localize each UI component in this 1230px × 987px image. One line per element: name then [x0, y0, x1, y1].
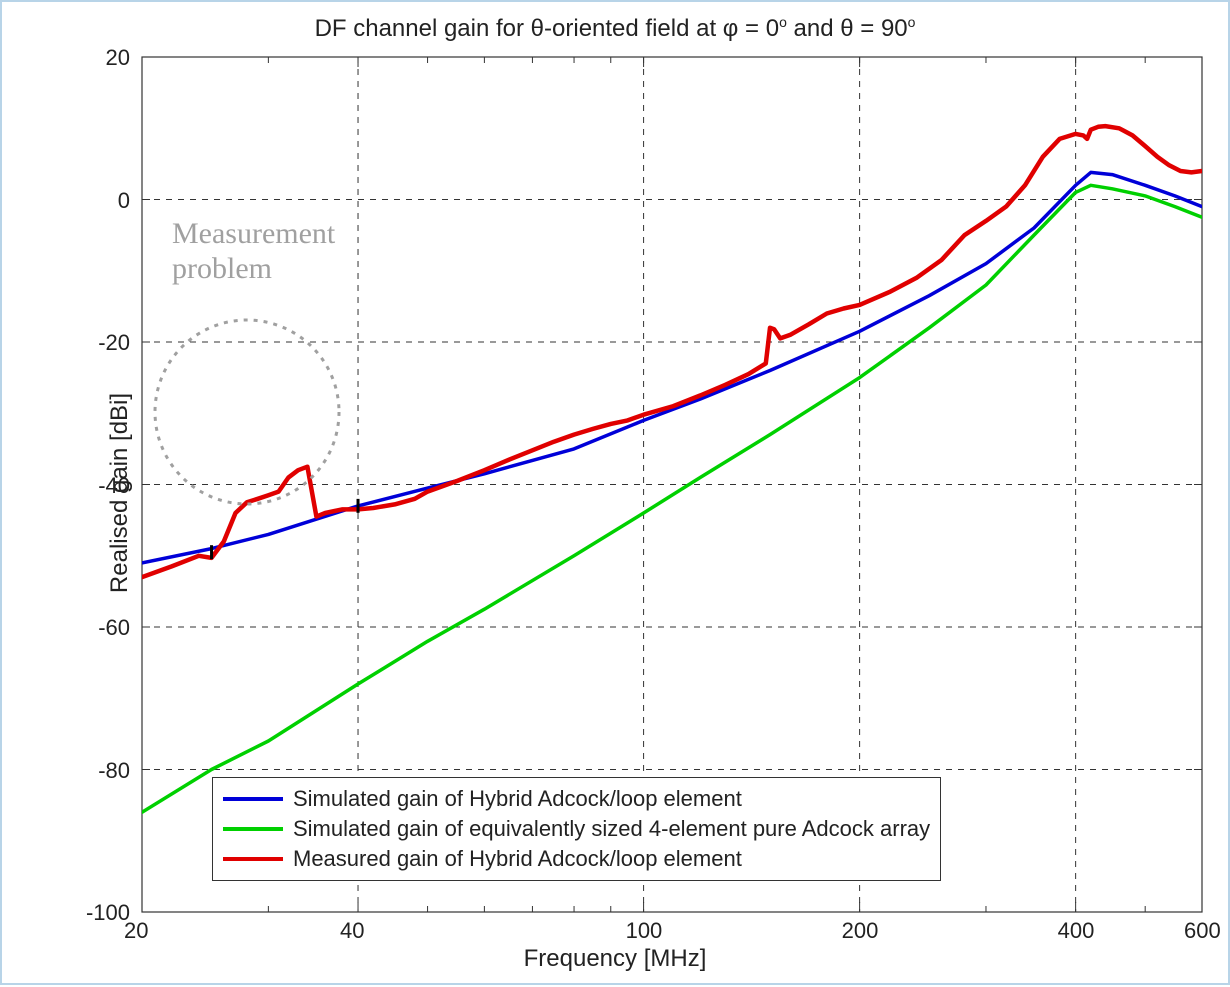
legend-swatch [223, 827, 283, 831]
x-tick-label: 100 [626, 918, 663, 944]
x-tick-label: 600 [1184, 918, 1221, 944]
y-tick-label: -80 [98, 758, 130, 784]
y-tick-label: -40 [98, 473, 130, 499]
measurement-problem-annotation: Measurement problem [172, 217, 335, 286]
x-tick-label: 200 [842, 918, 879, 944]
y-tick-label: 0 [118, 188, 130, 214]
y-tick-label: 20 [106, 45, 130, 71]
legend-item: Simulated gain of Hybrid Adcock/loop ele… [223, 784, 930, 814]
legend-swatch [223, 857, 283, 862]
x-tick-label: 400 [1058, 918, 1095, 944]
legend: Simulated gain of Hybrid Adcock/loop ele… [212, 777, 941, 881]
annotation-line1: Measurement [172, 217, 335, 250]
legend-label: Measured gain of Hybrid Adcock/loop elem… [293, 846, 742, 872]
legend-swatch [223, 797, 283, 801]
y-tick-label: -60 [98, 615, 130, 641]
annotation-line2: problem [172, 252, 272, 285]
x-tick-label: 20 [124, 918, 148, 944]
chart-frame: DF channel gain for θ-oriented field at … [0, 0, 1230, 985]
x-tick-label: 40 [340, 918, 364, 944]
legend-label: Simulated gain of equivalently sized 4-e… [293, 816, 930, 842]
legend-item: Measured gain of Hybrid Adcock/loop elem… [223, 844, 930, 874]
legend-label: Simulated gain of Hybrid Adcock/loop ele… [293, 786, 742, 812]
y-tick-label: -20 [98, 330, 130, 356]
legend-item: Simulated gain of equivalently sized 4-e… [223, 814, 930, 844]
